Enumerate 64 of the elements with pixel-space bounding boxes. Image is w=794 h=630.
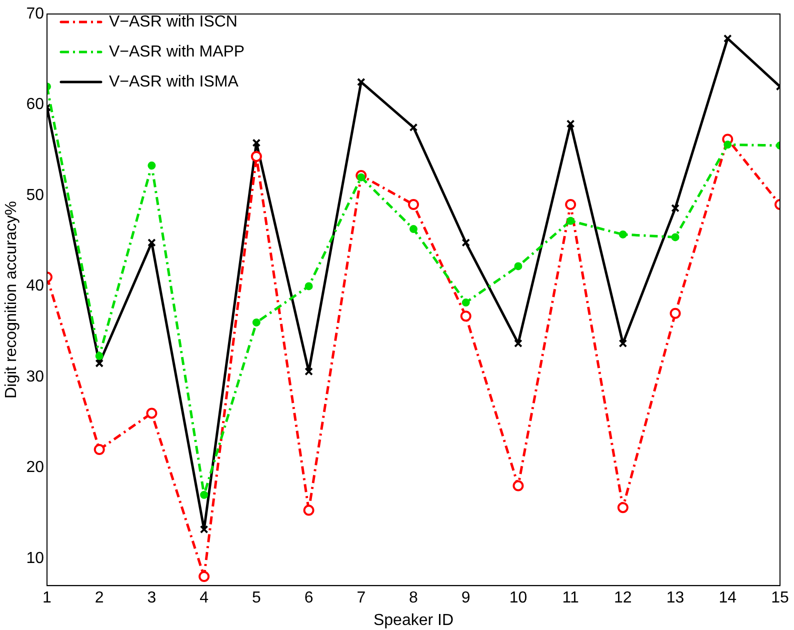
point: [198, 571, 210, 582]
point: [95, 359, 104, 368]
point: [514, 339, 522, 348]
y-tick-label: 60: [26, 96, 44, 114]
x-tick-label: 1: [42, 590, 52, 607]
x-tick-label: 11: [562, 590, 579, 607]
x-tick-label: 3: [147, 590, 156, 607]
point: [462, 298, 470, 307]
point: [410, 225, 418, 234]
x-tick-label: 5: [252, 590, 261, 607]
point: [408, 199, 419, 210]
point: [617, 502, 628, 514]
point: [250, 150, 262, 162]
y-tick-label: 30: [26, 368, 44, 386]
point: [303, 504, 314, 516]
x-tick-label: 12: [614, 590, 632, 607]
point: [252, 318, 260, 326]
point: [566, 216, 575, 225]
point: [252, 138, 261, 148]
point: [357, 173, 366, 182]
point: [462, 238, 470, 247]
x-tick-label: 14: [718, 590, 737, 607]
point: [514, 262, 522, 270]
point: [724, 140, 732, 149]
legend-label: V−ASR with ISCN: [108, 13, 238, 30]
x-tick-label: 13: [666, 590, 684, 607]
point: [512, 480, 524, 492]
x-tick-label: 4: [200, 590, 209, 607]
point: [670, 308, 681, 319]
x-tick-label: 15: [771, 590, 789, 607]
y-tick-label: 40: [26, 278, 44, 295]
legend-label: V−ASR with MAPP: [108, 43, 245, 60]
point: [356, 78, 366, 86]
point: [200, 525, 208, 534]
y-tick-label: 20: [26, 459, 44, 476]
point: [460, 310, 472, 322]
y-axis-title: Digit recognition accuracy%: [3, 201, 20, 399]
point: [565, 199, 576, 210]
point: [409, 123, 418, 132]
point: [671, 233, 680, 242]
point: [94, 444, 105, 456]
point: [304, 282, 313, 290]
point: [200, 490, 208, 499]
y-tick-label: 50: [26, 186, 44, 204]
y-tick-label: 70: [26, 5, 44, 22]
legend-label: V−ASR with ISMA: [108, 73, 239, 90]
x-tick-label: 2: [94, 590, 104, 607]
x-axis-title: Speaker ID: [373, 612, 454, 629]
x-tick-label: 7: [356, 590, 366, 607]
point: [304, 367, 313, 376]
y-tick-label: 10: [26, 550, 44, 567]
point: [146, 408, 158, 419]
point: [148, 238, 156, 247]
point: [618, 339, 628, 348]
x-tick-label: 10: [509, 590, 528, 607]
x-tick-label: 6: [304, 590, 314, 607]
x-tick-label: 8: [409, 590, 418, 607]
point: [566, 120, 575, 128]
point: [618, 230, 627, 238]
point: [95, 352, 104, 360]
point: [723, 34, 732, 43]
x-tick-label: 9: [461, 590, 470, 607]
point: [671, 204, 680, 212]
point: [148, 162, 156, 170]
